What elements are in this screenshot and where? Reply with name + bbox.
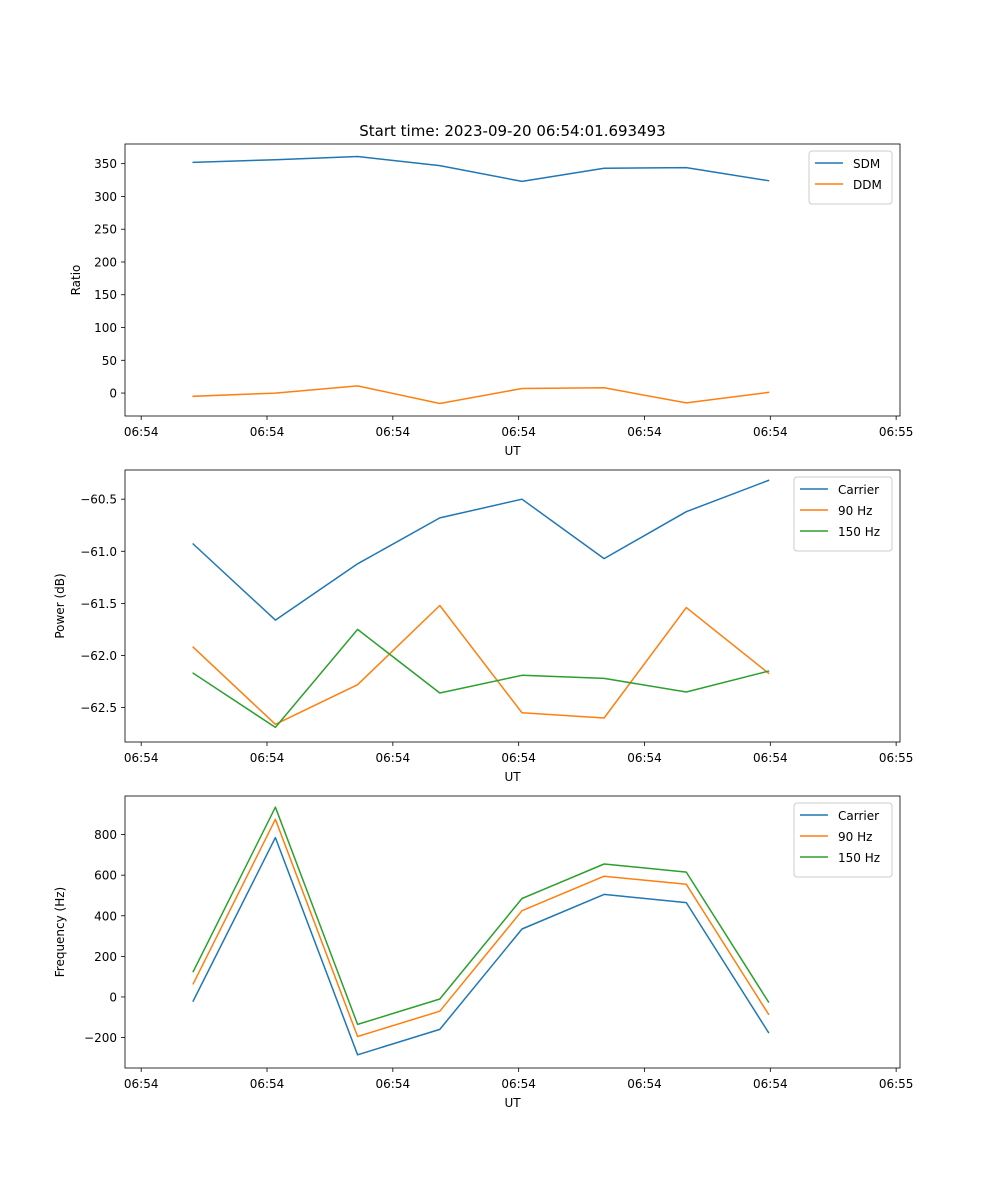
ratio-x-tick-label: 06:54: [753, 425, 788, 439]
frequency-x-tick-label: 06:54: [376, 1077, 411, 1091]
ratio-x-axis-label: UT: [504, 444, 521, 458]
ratio-legend-label-1: SDM: [853, 157, 880, 171]
ratio-y-tick-label: 250: [94, 223, 117, 237]
power-y-tick-label: −61.0: [80, 545, 117, 559]
figure-title: Start time: 2023-09-20 06:54:01.693493: [359, 122, 665, 140]
frequency-x-axis-label: UT: [504, 1096, 521, 1110]
power-y-tick-label: −60.5: [80, 493, 117, 507]
ratio-y-tick-label: 300: [94, 190, 117, 204]
ratio-x-tick-label: 06:54: [627, 425, 662, 439]
ratio-y-tick-label: 100: [94, 321, 117, 335]
power-series-3-line: [192, 628, 770, 729]
frequency-y-tick-label: 600: [94, 869, 117, 883]
frequency-y-tick-label: 0: [109, 990, 117, 1004]
ratio-y-tick-label: 150: [94, 288, 117, 302]
power-x-axis-label: UT: [504, 770, 521, 784]
frequency-series-2-line: [192, 818, 770, 1038]
ratio-y-tick-label: 200: [94, 255, 117, 269]
power-y-tick-label: −62.5: [80, 701, 117, 715]
power-legend: Carrier 90 Hz 150 Hz: [793, 476, 893, 552]
power-y-tick-label: −62.0: [80, 649, 117, 663]
power-legend-label-1: Carrier: [838, 483, 879, 497]
power-legend-label-3: 150 Hz: [838, 525, 880, 539]
ratio-x-tick-label: 06:54: [250, 425, 285, 439]
frequency-x-tick-label: 06:54: [250, 1077, 285, 1091]
power-x-tick-label: 06:54: [627, 751, 662, 765]
frequency-legend-label-3: 150 Hz: [838, 851, 880, 865]
frequency-y-tick-label: −200: [84, 1031, 117, 1045]
frequency-y-axis-label: Frequency (Hz): [53, 887, 67, 978]
ratio-x-tick-label: 06:54: [124, 425, 159, 439]
chart-ratio: 06:54 06:54 06:54 06:54 06:54 06:54 06:55 0 50 10…: [69, 143, 914, 458]
power-x-tick-label: 06:54: [753, 751, 788, 765]
power-axes-frame: [124, 469, 901, 743]
power-legend-box: [793, 476, 893, 552]
power-legend-label-2: 90 Hz: [838, 504, 872, 518]
frequency-y-tick-label: 800: [94, 828, 117, 842]
frequency-axes-frame: [124, 795, 901, 1069]
ratio-legend-box: [808, 150, 893, 205]
ratio-y-tick-label: 0: [109, 387, 117, 401]
frequency-x-tick-label: 06:54: [627, 1077, 662, 1091]
power-x-tick-label: 06:54: [376, 751, 411, 765]
ratio-series-2-line: [192, 385, 770, 405]
ratio-y-axis-label: Ratio: [69, 265, 83, 296]
frequency-legend: Carrier 90 Hz 150 Hz: [793, 802, 893, 878]
power-x-tick-label: 06:55: [879, 751, 914, 765]
frequency-x-tick-label: 06:54: [501, 1077, 536, 1091]
power-x-tick-label: 06:54: [501, 751, 536, 765]
frequency-y-tick-label: 200: [94, 950, 117, 964]
ratio-x-tick-label: 06:54: [501, 425, 536, 439]
ratio-x-tick-label: 06:55: [879, 425, 914, 439]
power-y-tick-label: −61.5: [80, 597, 117, 611]
power-series-2-line: [192, 604, 770, 726]
frequency-legend-box: [793, 802, 893, 878]
power-y-axis-label: Power (dB): [53, 573, 67, 638]
ratio-y-tick-label: 350: [94, 157, 117, 171]
frequency-legend-label-2: 90 Hz: [838, 830, 872, 844]
power-x-tick-label: 06:54: [250, 751, 285, 765]
ratio-axes-frame: [124, 143, 901, 417]
ratio-series-1-line: [192, 155, 770, 183]
ratio-legend-label-2: DDM: [853, 178, 882, 192]
frequency-x-tick-label: 06:55: [879, 1077, 914, 1091]
ratio-x-tick-label: 06:54: [376, 425, 411, 439]
power-x-tick-label: 06:54: [124, 751, 159, 765]
chart-power: 06:54 06:54 06:54 06:54 06:54 06:54 06:55 −62.5…: [53, 469, 914, 784]
frequency-x-tick-label: 06:54: [124, 1077, 159, 1091]
ratio-y-tick-label: 50: [102, 354, 117, 368]
chart-frequency: 06:54 06:54 06:54 06:54 06:54 06:54 06:55 −200 0…: [53, 795, 914, 1110]
frequency-series-1-line: [192, 836, 770, 1056]
ratio-legend: SDM DDM: [808, 150, 893, 205]
frequency-legend-label-1: Carrier: [838, 809, 879, 823]
frequency-x-tick-label: 06:54: [753, 1077, 788, 1091]
frequency-series-3-line: [192, 806, 770, 1026]
frequency-y-tick-label: 400: [94, 909, 117, 923]
power-series-1-line: [192, 479, 770, 621]
